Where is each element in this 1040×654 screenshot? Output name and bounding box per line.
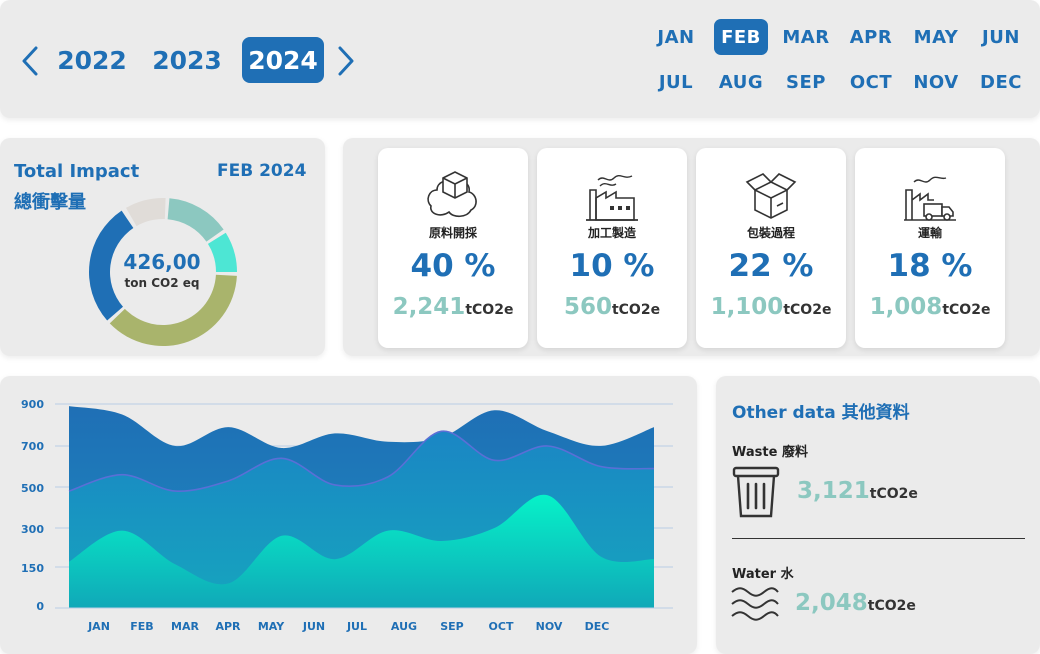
- total-impact-value: 426,00: [123, 250, 201, 274]
- donut-segment-olive: [109, 274, 237, 346]
- category-amount: 1,008tCO2e: [855, 294, 1005, 320]
- package-icon: [745, 173, 797, 219]
- total-impact-panel: [0, 138, 325, 356]
- category-amount-value: 560: [563, 294, 612, 320]
- x-tick-label: MAR: [171, 620, 199, 633]
- category-amount-value: 1,008: [869, 294, 943, 320]
- category-card-raw-material[interactable]: 原料開採 40 % 2,241tCO2e: [378, 148, 528, 348]
- water-label: Water 水: [732, 567, 794, 582]
- other-data-title: Other data 其他資料: [732, 403, 910, 423]
- y-tick-label: 500: [21, 482, 44, 495]
- category-percent: 18 %: [887, 248, 973, 284]
- category-amount: 1,100tCO2e: [696, 294, 846, 320]
- donut-segment-beige: [126, 198, 166, 227]
- category-amount-unit: tCO2e: [611, 302, 661, 318]
- category-percent: 22 %: [728, 248, 814, 284]
- x-tick-label: FEB: [130, 620, 154, 633]
- area-series-lower: [69, 494, 654, 608]
- y-tick-label: 150: [21, 562, 44, 575]
- x-tick-label: JAN: [88, 620, 110, 633]
- category-label: 加工製造: [587, 226, 636, 240]
- month-oct[interactable]: OCT: [849, 71, 893, 93]
- category-percent: 40 %: [410, 248, 496, 284]
- year-2024[interactable]: 2024: [242, 37, 324, 83]
- x-tick-label: OCT: [488, 620, 514, 633]
- area-chart: [55, 403, 673, 609]
- total-impact-title: Total Impact: [14, 161, 140, 182]
- month-apr[interactable]: APR: [849, 26, 893, 48]
- prev-year-arrow-icon[interactable]: [14, 44, 48, 78]
- x-tick-label: JUN: [302, 620, 326, 633]
- category-card-transport[interactable]: 運輸 18 % 1,008tCO2e: [855, 148, 1005, 348]
- month-jan[interactable]: JAN: [657, 26, 695, 48]
- trash-icon: [732, 466, 780, 518]
- donut-segment-light-teal: [167, 198, 224, 242]
- x-tick-label: MAY: [257, 620, 285, 633]
- waste-label: Waste 廢料: [732, 445, 808, 460]
- total-impact-donut: [88, 198, 237, 346]
- category-label: 運輸: [917, 226, 942, 240]
- total-impact-period: FEB 2024: [217, 161, 307, 181]
- category-label: 原料開採: [428, 226, 477, 240]
- transport-icon: [904, 176, 956, 221]
- year-2022[interactable]: 2022: [57, 45, 127, 75]
- other-divider: [732, 538, 1025, 539]
- category-percent: 10 %: [569, 248, 655, 284]
- category-amount-value: 2,241: [392, 294, 466, 320]
- month-aug[interactable]: AUG: [718, 71, 764, 93]
- category-amount-value: 1,100: [710, 294, 784, 320]
- year-2023[interactable]: 2023: [152, 45, 222, 75]
- category-card-packaging[interactable]: 包裝過程 22 % 1,100tCO2e: [696, 148, 846, 348]
- y-tick-label: 900: [21, 398, 44, 411]
- category-amount-unit: tCO2e: [783, 302, 832, 318]
- next-year-arrow-icon[interactable]: [328, 44, 362, 78]
- factory-icon: [586, 175, 638, 221]
- x-tick-label: DEC: [584, 620, 610, 633]
- category-amount: 2,241tCO2e: [378, 294, 528, 320]
- month-jun[interactable]: JUN: [982, 26, 1020, 48]
- water-value: 2,048tCO2e: [795, 590, 916, 616]
- month-sep[interactable]: SEP: [786, 71, 826, 93]
- y-tick-label: 300: [21, 523, 44, 536]
- month-may[interactable]: MAY: [913, 26, 959, 48]
- total-impact-unit: ton CO2 eq: [124, 276, 200, 290]
- total-impact-title-zh: 總衝擊量: [14, 192, 86, 213]
- x-tick-label: APR: [215, 620, 241, 633]
- donut-segments: [88, 198, 237, 346]
- water-wave-icon: [731, 587, 779, 621]
- donut-center: 426,00 ton CO2 eq: [108, 250, 216, 290]
- y-tick-label: 0: [36, 600, 44, 613]
- area-series-middle-line: [68, 430, 655, 492]
- month-dec[interactable]: DEC: [980, 71, 1022, 93]
- category-amount-unit: tCO2e: [465, 302, 514, 318]
- x-tick-label: JUL: [346, 620, 368, 633]
- raw-material-icon: [427, 171, 477, 218]
- waste-value-unit: tCO2e: [869, 486, 918, 502]
- category-amount-unit: tCO2e: [942, 302, 991, 318]
- month-nov[interactable]: NOV: [913, 71, 959, 93]
- water-value-number: 2,048: [795, 590, 868, 616]
- month-feb[interactable]: FEB: [714, 19, 768, 55]
- category-label: 包裝過程: [746, 226, 795, 240]
- donut-segment-teal: [207, 232, 237, 272]
- category-amount: 560tCO2e: [537, 294, 687, 320]
- donut-segment-main: [88, 210, 134, 321]
- x-tick-label: SEP: [440, 620, 464, 633]
- month-jul[interactable]: JUL: [658, 71, 694, 93]
- x-tick-label: AUG: [390, 620, 418, 633]
- water-value-unit: tCO2e: [867, 598, 916, 614]
- y-tick-label: 700: [21, 440, 44, 453]
- x-tick-label: NOV: [535, 620, 563, 633]
- month-mar[interactable]: MAR: [782, 26, 830, 48]
- waste-value: 3,121tCO2e: [797, 478, 918, 504]
- waste-value-number: 3,121: [797, 478, 870, 504]
- date-selector-panel: [0, 0, 1040, 118]
- category-card-manufacturing[interactable]: 加工製造 10 % 560tCO2e: [537, 148, 687, 348]
